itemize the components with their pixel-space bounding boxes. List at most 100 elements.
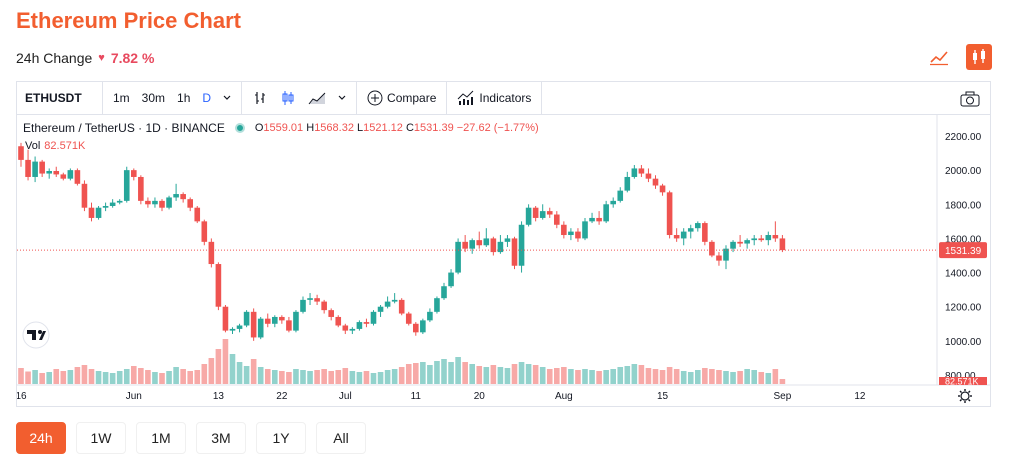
candle-body (18, 146, 24, 160)
snapshot-button[interactable] (956, 88, 984, 110)
candle-body (617, 190, 624, 201)
volume-bar (145, 370, 151, 384)
candle-body (666, 192, 673, 236)
x-tick-label: 20 (474, 391, 486, 402)
volume-bar (645, 368, 652, 384)
volume-bar (610, 369, 616, 384)
range-3m-button[interactable]: 3M (196, 422, 246, 454)
candle-body (490, 238, 497, 253)
candle-body (131, 170, 137, 177)
interval-30m[interactable]: 30m (141, 91, 166, 105)
last-volume-tag (939, 377, 987, 385)
x-tick-label: 11 (411, 391, 422, 402)
volume-bar (652, 369, 659, 384)
interval-dropdown[interactable] (219, 92, 235, 104)
volume-bar (279, 371, 285, 384)
interval-1h[interactable]: 1h (177, 91, 191, 105)
volume-bar (349, 371, 356, 384)
low-label: L (357, 122, 364, 134)
candle-body (95, 207, 102, 218)
volume-bar (222, 339, 229, 384)
low-value: 1521.12 (363, 122, 403, 134)
candle-body (434, 298, 440, 312)
symbol-selector[interactable]: ETHUSDT (17, 82, 103, 114)
last-price-tag (939, 242, 987, 259)
y-tick-label: 1600.00 (945, 234, 982, 245)
candle-body (222, 306, 229, 331)
range-1y-button[interactable]: 1Y (256, 422, 306, 454)
price-chart[interactable]: 2200.00 2000.00 1800.00 1600.00 1400.00 1200.… (17, 115, 990, 407)
x-tick-label: 12 (854, 391, 866, 402)
candles-style-button[interactable] (276, 87, 300, 109)
x-tick-label: 22 (276, 391, 288, 402)
candle-body (582, 221, 588, 239)
candle-body (723, 248, 729, 261)
candle-body (335, 316, 342, 326)
candle-body (81, 183, 88, 208)
volume-bar (307, 371, 313, 384)
range-all-button[interactable]: All (316, 422, 366, 454)
volume-bar (67, 370, 74, 384)
candle-body (561, 224, 567, 236)
volume-bar (603, 370, 609, 384)
range-1w-button[interactable]: 1W (76, 422, 126, 454)
volume-bar (131, 366, 137, 384)
candle-body (730, 241, 736, 249)
volume-bar (194, 370, 201, 384)
volume-bar (695, 370, 701, 384)
candle-body (60, 174, 67, 179)
indicators-button[interactable]: Indicators (453, 87, 535, 109)
volume-bar (497, 367, 504, 384)
volume-bar (666, 367, 673, 384)
area-chart-icon (308, 92, 326, 105)
volume-bar (180, 369, 186, 384)
bars-icon (255, 92, 266, 104)
volume-bar (264, 369, 271, 384)
volume-bar (779, 379, 786, 384)
candle-body (511, 238, 518, 266)
interval-d[interactable]: D (202, 91, 212, 105)
open-label: O (254, 122, 264, 134)
candle-body (596, 217, 602, 222)
compare-button[interactable]: Compare (363, 87, 440, 109)
volume-bar (504, 368, 511, 384)
candle-body (39, 161, 45, 174)
candle-body (462, 241, 468, 249)
close-value: 1531.39 (413, 122, 454, 134)
settings-gear-icon[interactable] (958, 389, 972, 403)
range-1m-button[interactable]: 1M (136, 422, 186, 454)
x-tick-label: Jun (126, 391, 142, 402)
candle-body (525, 207, 532, 225)
volume-bar (687, 372, 694, 384)
volume-bar (60, 371, 67, 384)
volume-bar (680, 371, 687, 384)
line-chart-toggle[interactable] (926, 44, 952, 70)
volume-bar (511, 364, 518, 384)
candle-body (342, 325, 349, 331)
area-style-button[interactable] (304, 88, 330, 108)
bars-style-button[interactable] (248, 87, 272, 109)
x-tick-label: 15 (657, 391, 669, 402)
candle-body (180, 194, 186, 200)
volume-bar (744, 369, 750, 384)
volume-bar (448, 362, 454, 384)
candle-body (25, 159, 31, 177)
volume-bar (568, 369, 574, 384)
style-dropdown[interactable] (334, 92, 350, 104)
candle-chart-toggle[interactable] (966, 44, 992, 70)
candles-icon (282, 91, 294, 105)
volume-bar (370, 373, 377, 384)
indicators-group: Indicators (447, 82, 543, 114)
volume-bar (582, 369, 588, 384)
volume-bar (441, 359, 447, 384)
change-label: 24h Change (16, 50, 93, 66)
indicators-label: Indicators (479, 91, 532, 105)
range-24h-button[interactable]: 24h (16, 422, 66, 454)
candle-body (370, 311, 377, 324)
chevron-down-icon (223, 95, 231, 100)
candle-body (173, 194, 179, 198)
interval-1m[interactable]: 1m (113, 91, 130, 105)
candle-body (201, 221, 208, 242)
volume-bar (243, 366, 250, 384)
candle-body (779, 238, 786, 251)
